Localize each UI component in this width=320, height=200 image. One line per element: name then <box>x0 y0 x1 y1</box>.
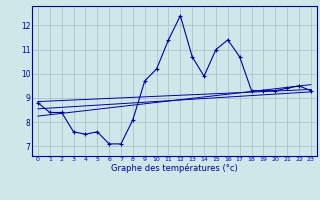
X-axis label: Graphe des températures (°c): Graphe des températures (°c) <box>111 164 238 173</box>
